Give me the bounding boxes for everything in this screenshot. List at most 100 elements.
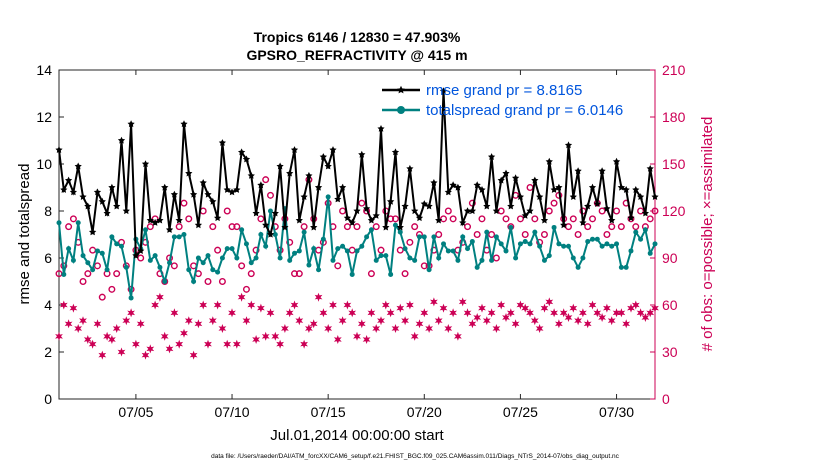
obs-assimilated-marker: [112, 324, 121, 333]
rmse-point: [502, 169, 510, 177]
obs-possible-marker: [242, 285, 250, 293]
obs-assimilated-marker: [108, 335, 116, 344]
obs-assimilated-marker: [482, 316, 491, 326]
obs-possible-marker: [396, 246, 404, 254]
rmse-point: [233, 186, 241, 193]
obs-possible-marker: [223, 207, 231, 215]
spread-point: [493, 234, 499, 240]
obs-assimilated-marker: [199, 300, 208, 310]
x-tick-label: 07/15: [311, 404, 346, 420]
obs-possible-marker: [411, 223, 419, 231]
obs-possible-marker: [170, 262, 178, 270]
spread-point: [186, 267, 192, 273]
obs-assimilated-marker: [463, 308, 472, 318]
spread-point: [364, 234, 370, 240]
spread-point: [556, 241, 562, 247]
rmse-point: [141, 160, 150, 168]
obs-possible-marker: [492, 254, 500, 262]
rmse-point: [190, 190, 198, 198]
spread-point: [195, 255, 201, 261]
obs-possible-marker: [540, 230, 548, 238]
spread-point: [614, 241, 620, 247]
obs-possible-marker: [502, 215, 510, 223]
obs-assimilated-marker: [511, 319, 520, 329]
spread-point: [90, 267, 96, 273]
y-left-tick-label: 12: [36, 109, 52, 125]
y-right-tick-label: 150: [662, 156, 686, 172]
obs-assimilated-marker: [160, 331, 169, 341]
obs-assimilated-marker: [237, 292, 246, 302]
obs-assimilated-marker: [583, 319, 592, 329]
obs-assimilated-marker: [492, 324, 501, 333]
rmse-point: [276, 162, 284, 170]
rmse-point: [478, 186, 486, 193]
rmse-point: [93, 188, 102, 196]
spread-point: [378, 253, 384, 259]
spread-point: [320, 236, 326, 242]
rmse-point: [603, 204, 611, 212]
spread-point: [200, 260, 206, 266]
spread-point: [152, 253, 158, 259]
obs-possible-marker: [300, 223, 308, 231]
obs-assimilated-marker: [59, 300, 68, 310]
obs-possible-marker: [473, 230, 481, 238]
obs-assimilated-marker: [218, 324, 227, 333]
obs-assimilated-marker: [516, 300, 525, 310]
spread-point: [445, 248, 451, 254]
spread-point: [109, 234, 115, 240]
obs-possible-marker: [367, 270, 375, 278]
rmse-point: [79, 193, 87, 200]
obs-assimilated-marker: [468, 319, 477, 329]
spread-point: [517, 241, 523, 247]
legend-spread-marker: [397, 106, 405, 114]
rmse-point: [305, 171, 313, 179]
obs-assimilated-marker: [180, 328, 188, 338]
rmse-point: [588, 183, 597, 191]
rmse-point: [372, 211, 380, 219]
rmse-point: [382, 223, 390, 231]
obs-assimilated-marker: [612, 308, 621, 318]
obs-assimilated-marker: [98, 350, 107, 360]
spread-point: [258, 232, 264, 237]
spread-point: [590, 236, 596, 242]
rmse-point: [84, 202, 92, 210]
obs-assimilated-marker: [425, 324, 433, 333]
rmse-point: [367, 216, 375, 224]
obs-assimilated-marker: [598, 313, 606, 322]
rmse-point: [540, 216, 549, 224]
spread-point: [147, 257, 153, 263]
obs-possible-marker: [233, 223, 241, 231]
spread-point: [123, 264, 129, 270]
spread-point: [94, 248, 100, 254]
rmse-point: [627, 214, 635, 222]
rmse-point: [89, 228, 97, 236]
spread-point: [335, 246, 341, 252]
spread-point: [623, 264, 629, 270]
spread-point: [191, 279, 197, 284]
spread-point: [565, 243, 571, 249]
spread-point: [575, 264, 581, 270]
obs-assimilated-marker: [266, 308, 275, 318]
spread-point: [498, 241, 504, 247]
obs-assimilated-marker: [305, 324, 313, 333]
rmse-point: [579, 218, 587, 226]
rmse-point: [319, 153, 327, 160]
obs-assimilated-marker: [617, 308, 626, 318]
rmse-point: [396, 223, 404, 231]
obs-assimilated-marker: [208, 316, 217, 326]
obs-assimilated-marker: [545, 297, 554, 307]
spread-point: [325, 194, 331, 200]
spread-point: [412, 257, 418, 263]
rmse-point: [406, 164, 414, 172]
y-axis-right-label: # of obs: o=possible; ×=assimilated: [699, 117, 716, 352]
obs-assimilated-marker: [502, 313, 510, 322]
obs-possible-marker: [420, 262, 428, 270]
obs-assimilated-marker: [564, 313, 573, 322]
rmse-point: [463, 207, 472, 215]
rmse-point: [194, 221, 202, 229]
obs-possible-marker: [262, 176, 270, 184]
spread-point: [513, 255, 519, 261]
rmse-point: [151, 218, 159, 226]
y-right-tick-label: 120: [662, 203, 686, 219]
